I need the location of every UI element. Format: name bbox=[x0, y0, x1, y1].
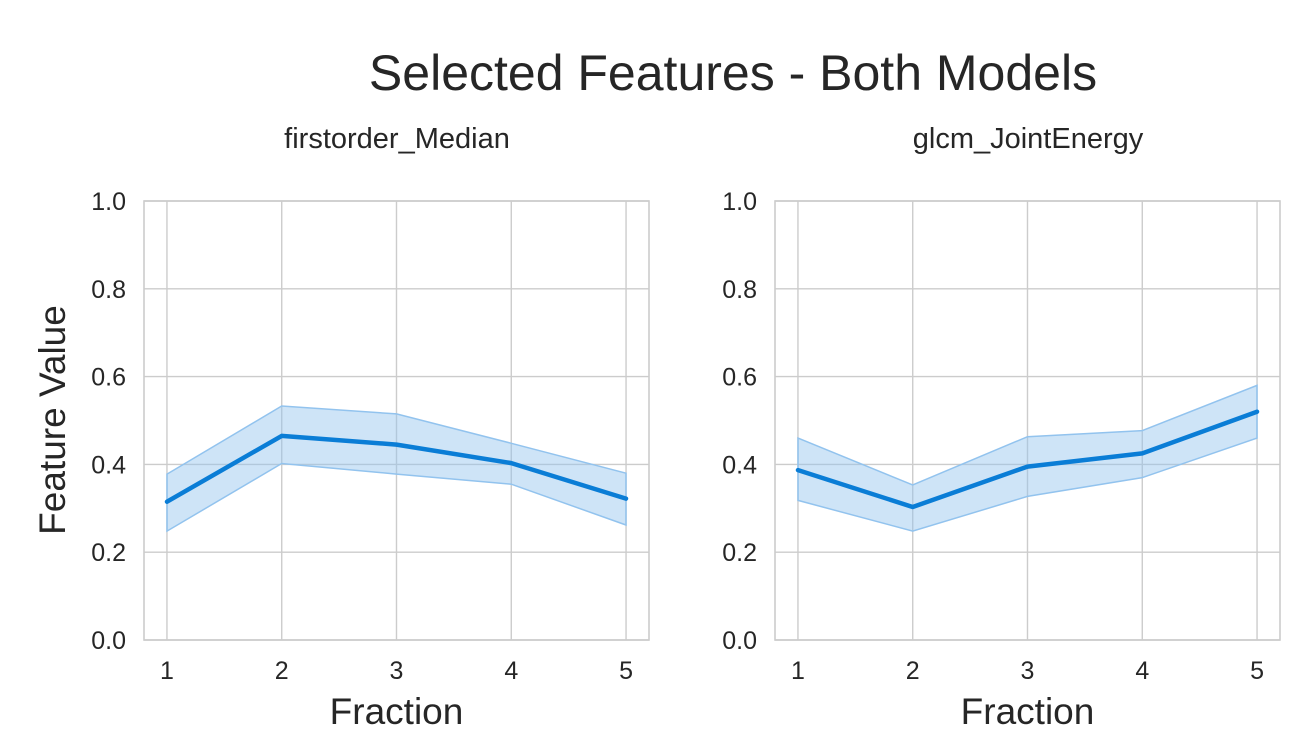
y-tick-label: 0.2 bbox=[91, 539, 126, 567]
y-tick-label: 0.6 bbox=[722, 364, 757, 392]
axes-frame bbox=[143, 200, 650, 641]
x-tick-label: 3 bbox=[390, 657, 404, 685]
y-tick-label: 0.0 bbox=[91, 627, 126, 655]
x-axis-label: Fraction bbox=[330, 691, 464, 732]
series-line bbox=[795, 409, 1260, 510]
subplot-title: glcm_JointEnergy bbox=[913, 123, 1144, 155]
subplot-1: firstorder_Median 0.0 0.2 0.4 0.6 0.8 1.0 1 2 3 4 5… bbox=[91, 123, 650, 732]
y-tick-label: 0.4 bbox=[722, 451, 757, 479]
x-tick-label: 1 bbox=[160, 657, 174, 685]
y-tick-label: 0.4 bbox=[91, 451, 126, 479]
figure-y-axis-label: Feature Value bbox=[32, 305, 73, 535]
y-tick-label: 0.2 bbox=[722, 539, 757, 567]
x-tick-label: 4 bbox=[504, 657, 518, 685]
y-tick-label: 0.8 bbox=[722, 276, 757, 304]
subplots: firstorder_Median 0.0 0.2 0.4 0.6 0.8 1.0 1 2 3 4 5… bbox=[91, 123, 1281, 732]
x-tick-label: 3 bbox=[1021, 657, 1035, 685]
y-tick-label: 0.8 bbox=[91, 276, 126, 304]
x-tick-label: 2 bbox=[906, 657, 920, 685]
x-tick-label: 1 bbox=[791, 657, 805, 685]
subplot-title: firstorder_Median bbox=[284, 123, 510, 155]
y-tick-label: 0.0 bbox=[722, 627, 757, 655]
subplot-2: glcm_JointEnergy 0.0 0.2 0.4 0.6 0.8 1.0 1 2 3 4 5 F… bbox=[722, 123, 1281, 732]
figure-title: Selected Features - Both Models bbox=[369, 45, 1097, 101]
series-line bbox=[164, 433, 629, 504]
axes-frame bbox=[774, 200, 1281, 641]
x-tick-label: 2 bbox=[275, 657, 289, 685]
confidence-band bbox=[797, 384, 1258, 532]
x-tick-label: 4 bbox=[1135, 657, 1149, 685]
x-axis-label: Fraction bbox=[961, 691, 1095, 732]
y-tick-label: 1.0 bbox=[722, 188, 757, 216]
y-tick-label: 1.0 bbox=[91, 188, 126, 216]
y-tick-label: 0.6 bbox=[91, 364, 126, 392]
x-tick-label: 5 bbox=[619, 657, 633, 685]
x-tick-label: 5 bbox=[1250, 657, 1264, 685]
